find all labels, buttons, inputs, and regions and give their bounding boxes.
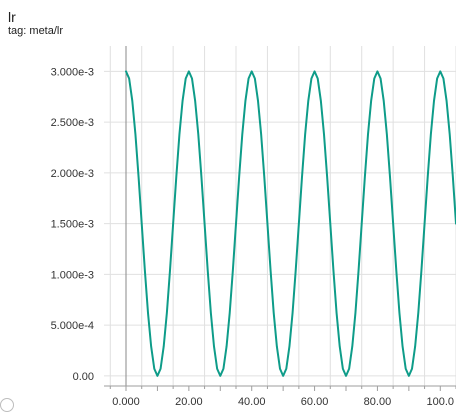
y-tick-label: 5.000e-4 (51, 320, 94, 332)
x-tick-label: 80.00 (364, 396, 392, 408)
chart-title: lr (8, 9, 16, 25)
chart-tag: tag: meta/lr (8, 25, 64, 37)
fit-domain-icon[interactable] (0, 398, 14, 412)
x-tick-label: 0.000 (112, 396, 140, 408)
x-tick-label: 20.00 (175, 396, 203, 408)
y-tick-label: 3.000e-3 (51, 66, 94, 78)
grid-lines (104, 46, 456, 386)
y-tick-label: 0.00 (73, 371, 94, 383)
y-tick-label: 2.500e-3 (51, 117, 94, 129)
y-tick-label: 1.500e-3 (51, 219, 94, 231)
lr-series-line (125, 70, 456, 377)
x-tick-labels: 0.000 20.00 40.00 60.00 80.00 100.0 (112, 396, 454, 408)
y-tick-labels: 0.00 5.000e-4 1.000e-3 1.500e-3 2.000e-3 2.50… (51, 66, 94, 382)
x-tick-label: 60.00 (301, 396, 329, 408)
axes (104, 46, 456, 391)
x-tick-label: 40.00 (238, 396, 266, 408)
y-tick-label: 1.000e-3 (51, 269, 94, 281)
y-tick-label: 2.000e-3 (51, 168, 94, 180)
series-group (125, 70, 456, 377)
x-tick-label: 100.0 (427, 396, 455, 408)
